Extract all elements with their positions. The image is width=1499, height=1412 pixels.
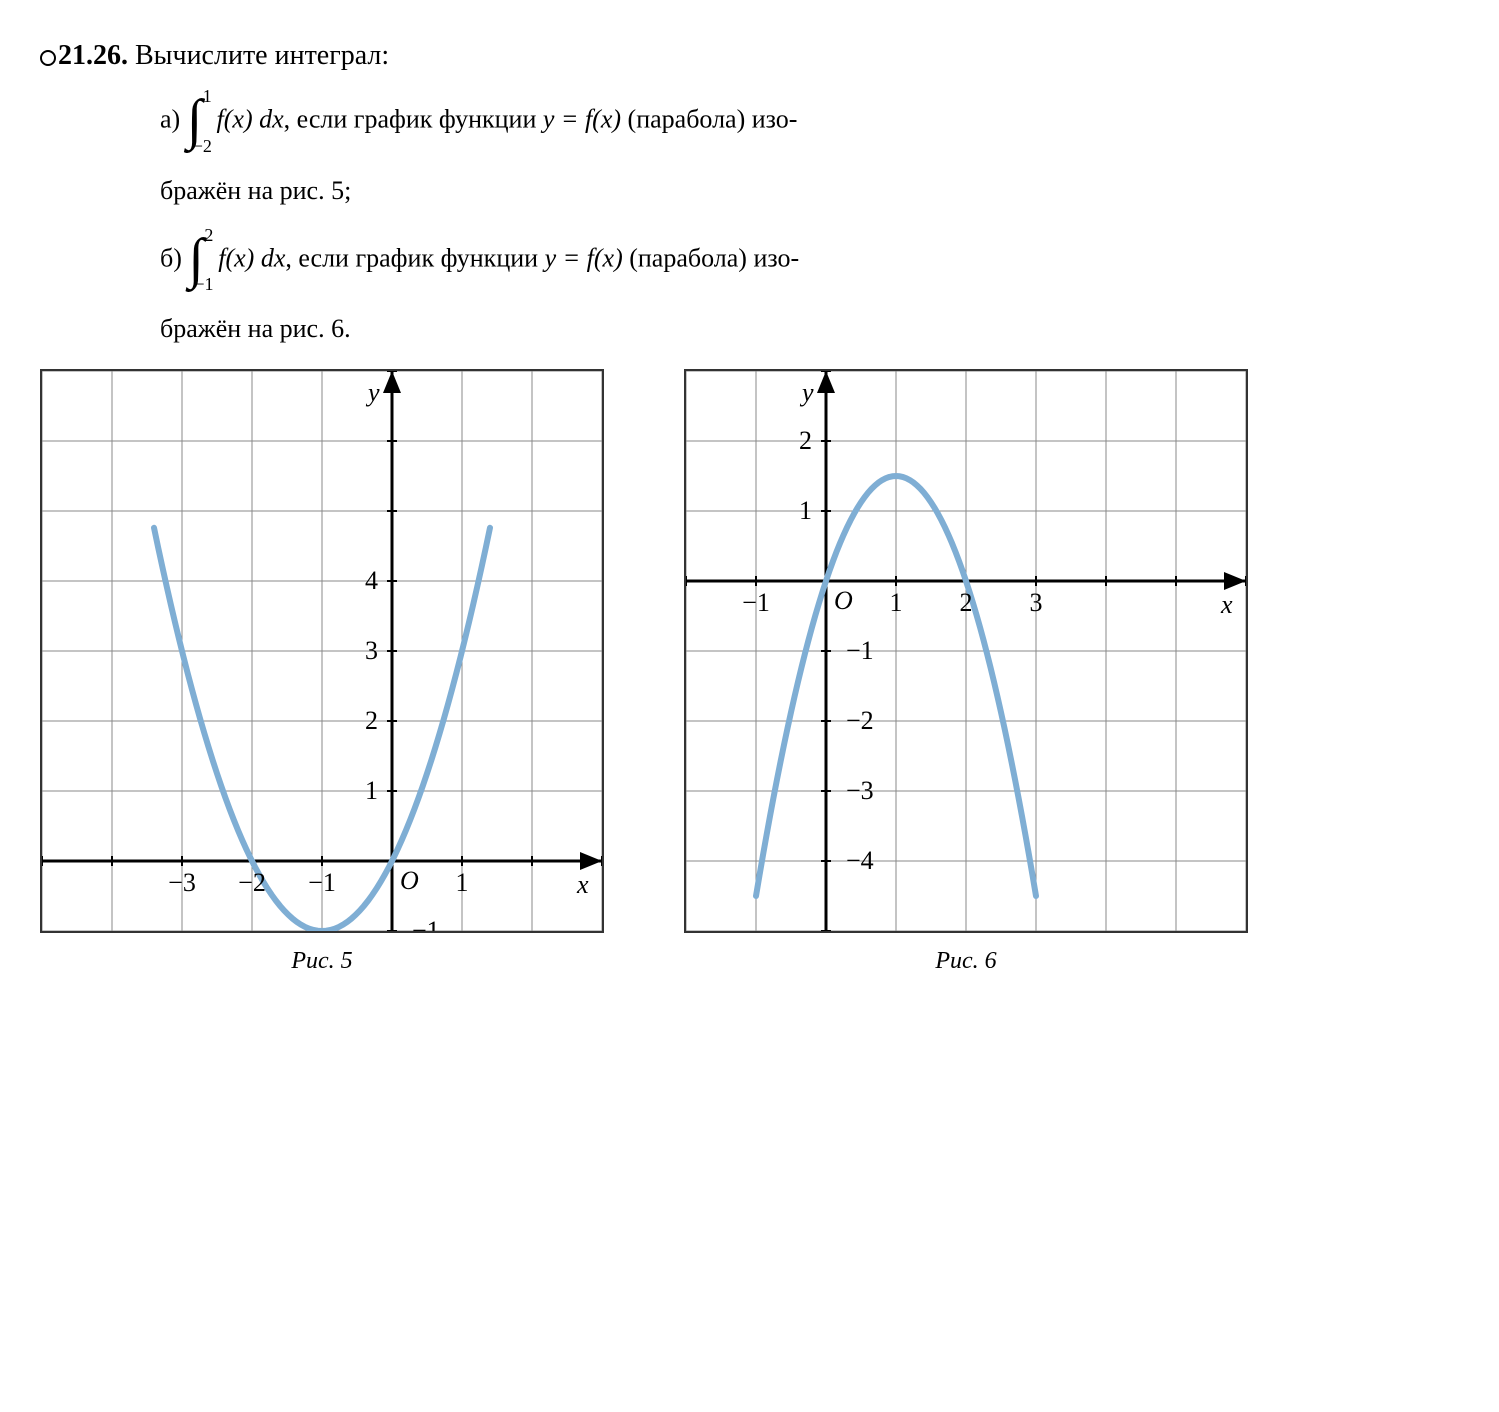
svg-text:x: x bbox=[576, 870, 589, 899]
svg-text:−1: −1 bbox=[846, 636, 874, 665]
integral-a-lower: −2 bbox=[193, 132, 212, 161]
svg-text:1: 1 bbox=[799, 496, 812, 525]
svg-text:x: x bbox=[1220, 590, 1233, 619]
integral-b-lower: −1 bbox=[194, 270, 213, 299]
subproblem-b: б) 2 ∫ −1 f(x) dx, если график функции y… bbox=[160, 231, 1459, 290]
svg-text:2: 2 bbox=[960, 588, 973, 617]
svg-text:3: 3 bbox=[1030, 588, 1043, 617]
svg-text:y: y bbox=[365, 378, 380, 407]
svg-text:O: O bbox=[400, 866, 419, 895]
svg-text:−1: −1 bbox=[308, 868, 336, 897]
sub-a-label: а) bbox=[160, 104, 180, 133]
figures-row: y x O −3 −2 −1 1 4 3 2 1 −1 Рис. 5 y x O −1 1 2 3 2 1 −1 −2 −3… bbox=[40, 369, 1459, 975]
problem-header: 21.26. Вычислите интеграл: bbox=[40, 40, 1459, 72]
svg-text:−2: −2 bbox=[238, 868, 266, 897]
problem-number: 21.26. bbox=[58, 40, 128, 71]
svg-text:−4: −4 bbox=[846, 846, 874, 875]
integrand-b: f(x) dx bbox=[218, 243, 285, 272]
svg-text:2: 2 bbox=[365, 706, 378, 735]
svg-text:y: y bbox=[799, 378, 814, 407]
integral-b: 2 ∫ −1 bbox=[188, 231, 203, 290]
svg-text:O: O bbox=[834, 586, 853, 615]
continuation-b: бражён на рис. 6. bbox=[160, 314, 1459, 344]
sub-b-label: б) bbox=[160, 243, 182, 272]
circle-marker-icon bbox=[40, 50, 56, 66]
text-after-a: , если график функции bbox=[284, 104, 543, 133]
chart-5: y x O −3 −2 −1 1 4 3 2 1 −1 bbox=[40, 369, 604, 933]
chart-6: y x O −1 1 2 3 2 1 −1 −2 −3 −4 bbox=[684, 369, 1248, 933]
svg-text:1: 1 bbox=[365, 776, 378, 805]
svg-text:−1: −1 bbox=[742, 588, 770, 617]
figure-5-caption: Рис. 5 bbox=[40, 948, 604, 975]
equation-a: y = f(x) bbox=[543, 104, 621, 133]
svg-text:3: 3 bbox=[365, 636, 378, 665]
svg-text:1: 1 bbox=[890, 588, 903, 617]
text-end-a: (парабола) изо- bbox=[621, 104, 797, 133]
svg-text:4: 4 bbox=[365, 566, 378, 595]
svg-text:−3: −3 bbox=[846, 776, 874, 805]
svg-text:1: 1 bbox=[456, 868, 469, 897]
svg-text:2: 2 bbox=[799, 426, 812, 455]
continuation-a: бражён на рис. 5; bbox=[160, 176, 1459, 206]
figure-6: y x O −1 1 2 3 2 1 −1 −2 −3 −4 Рис. 6 bbox=[684, 369, 1248, 975]
svg-text:−1: −1 bbox=[412, 916, 440, 931]
svg-text:−2: −2 bbox=[846, 706, 874, 735]
text-after-b: , если график функции bbox=[285, 243, 544, 272]
subproblem-a: а) 1 ∫ −2 f(x) dx, если график функции y… bbox=[160, 92, 1459, 151]
text-end-b: (парабола) изо- bbox=[623, 243, 799, 272]
integral-a-upper: 1 bbox=[203, 82, 212, 111]
integrand-a: f(x) dx bbox=[217, 104, 284, 133]
equation-b: y = f(x) bbox=[545, 243, 623, 272]
problem-title: Вычислите интеграл: bbox=[135, 40, 389, 71]
figure-5: y x O −3 −2 −1 1 4 3 2 1 −1 Рис. 5 bbox=[40, 369, 604, 975]
integral-a: 1 ∫ −2 bbox=[187, 92, 202, 151]
svg-text:−3: −3 bbox=[168, 868, 196, 897]
integral-b-upper: 2 bbox=[204, 221, 213, 250]
figure-6-caption: Рис. 6 bbox=[684, 948, 1248, 975]
